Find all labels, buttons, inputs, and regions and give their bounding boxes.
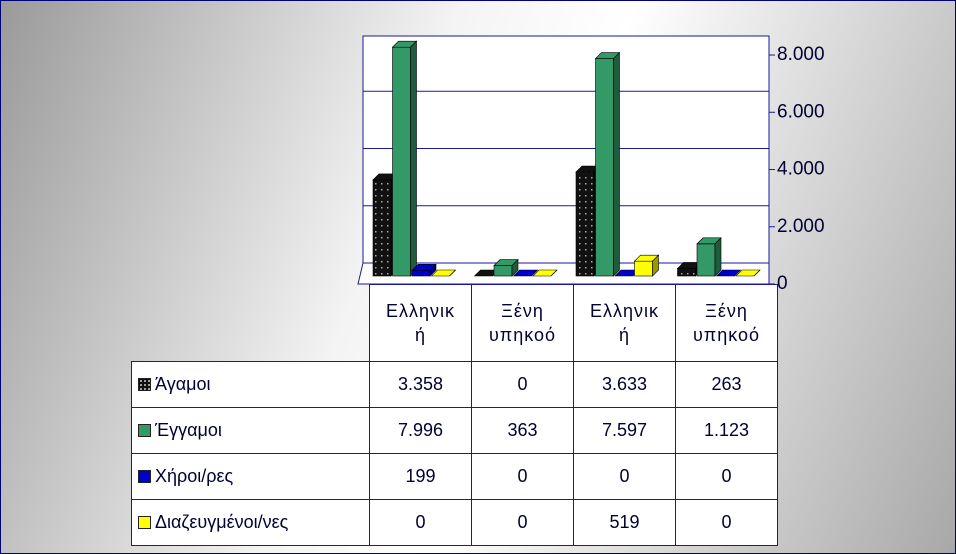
category-label: Ελληνική [385, 301, 455, 345]
y-tick-label: 0 [777, 273, 788, 294]
blank-cell [132, 285, 370, 362]
value-cell: 0 [471, 499, 574, 546]
bar-side [714, 237, 722, 277]
value-cell: 0 [369, 499, 472, 546]
value-cell: 199 [369, 453, 472, 500]
value-cell: 0 [471, 453, 574, 500]
value-cell: 363 [471, 407, 574, 454]
legend-cell: Χήροι/ρες [131, 453, 370, 500]
bar-side [449, 269, 456, 277]
y-tick-label: 4.000 [777, 159, 825, 180]
value-cell: 7.996 [369, 407, 472, 454]
category-label: Ελληνική [589, 301, 659, 345]
value-cell: 519 [573, 499, 676, 546]
bar-side [753, 269, 761, 277]
back-wall [362, 35, 770, 264]
bar-pattern [576, 172, 594, 276]
bar-side [429, 263, 437, 277]
series-row: Χήροι/ρες 199 0 0 0 [131, 453, 778, 500]
value-cell: 0 [573, 453, 676, 500]
bar-side [531, 269, 538, 277]
bar-pattern [373, 179, 391, 276]
series-row: Έγγαμοι 7.996 363 7.597 1.123 [131, 407, 778, 454]
value-cell: 0 [675, 453, 778, 500]
category-cell: Ξένη υπηκοό [471, 284, 574, 362]
value-cell: 1.123 [675, 407, 778, 454]
bar [634, 260, 653, 277]
bar-side [511, 258, 519, 277]
bar [493, 265, 513, 277]
bar [595, 58, 614, 277]
bar-side [410, 40, 417, 277]
bar-side [652, 254, 659, 277]
bar-side [734, 269, 741, 277]
y-tick-label: 8.000 [777, 44, 825, 65]
category-cell: Ελληνική [573, 284, 676, 362]
legend-label: Διαζευγμένοι/νες [155, 512, 289, 532]
category-cell: Ελληνική [369, 284, 472, 362]
category-label: Ξένη υπηκοό [488, 301, 557, 345]
value-cell: 7.597 [573, 407, 676, 454]
bar [696, 243, 716, 277]
bar-side [550, 269, 558, 277]
series-row: Άγαμοι 3.358 0 3.633 263 [131, 361, 778, 408]
legend-cell: Έγγαμοι [131, 407, 370, 454]
legend-key [138, 424, 151, 437]
legend-cell: Άγαμοι [131, 361, 370, 408]
bar-pattern [677, 268, 696, 276]
bar [392, 46, 411, 277]
value-cell: 0 [471, 361, 574, 408]
legend-cell: Διαζευγμένοι/νες [131, 499, 370, 546]
value-cell: 3.633 [573, 361, 676, 408]
category-label: Ξένη υπηκοό [692, 301, 761, 345]
bar [411, 270, 431, 277]
value-cell: 0 [675, 499, 778, 546]
header-row: Ελληνική Ξένη υπηκοό Ελληνική Ξένη υπηκοό [132, 284, 778, 362]
legend-label: Άγαμοι [155, 374, 211, 394]
y-tick-label: 6.000 [777, 101, 825, 122]
legend-key [138, 470, 151, 483]
legend-key [138, 516, 151, 529]
value-cell: 263 [675, 361, 778, 408]
legend-label: Έγγαμοι [155, 420, 222, 440]
category-cell: Ξένη υπηκοό [675, 284, 778, 362]
y-tick-label: 2.000 [777, 216, 825, 237]
legend-key [138, 378, 151, 391]
series-row: Διαζευγμένοι/νες 0 0 519 0 [131, 499, 778, 546]
legend-label: Χήροι/ρες [155, 466, 234, 486]
bar-side [613, 51, 620, 277]
data-table: Ελληνική Ξένη υπηκοό Ελληνική Ξένη υπηκοό Άγ… [131, 284, 778, 546]
value-cell: 3.358 [369, 361, 472, 408]
